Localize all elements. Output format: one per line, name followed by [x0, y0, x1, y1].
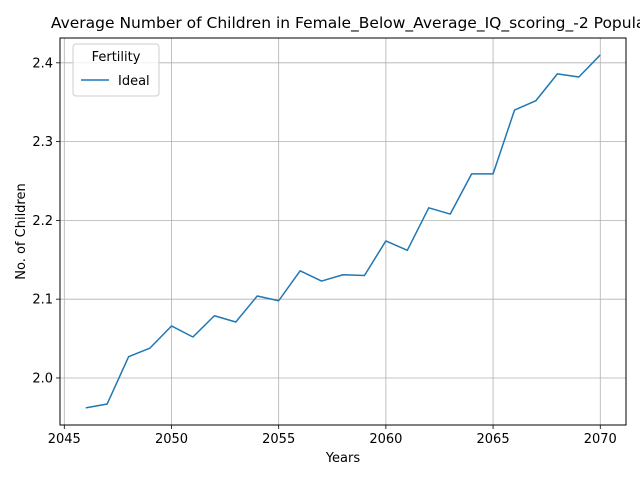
y-tick-label: 2.4 [32, 56, 53, 71]
chart-title: Average Number of Children in Female_Bel… [51, 14, 640, 33]
x-tick-label: 2065 [477, 432, 510, 447]
plot-frame [59, 37, 627, 426]
series-layer [85, 54, 601, 409]
y-tick-label: 2.3 [32, 135, 53, 150]
x-tick-label: 2060 [369, 432, 402, 447]
x-axis-label: Years [325, 451, 361, 466]
y-axis-ticks: 2.0 2.1 2.2 2.3 2.4 [32, 56, 60, 386]
x-tick-label: 2045 [48, 432, 81, 447]
y-tick-label: 2.2 [32, 214, 53, 229]
x-tick-label: 2070 [584, 432, 617, 447]
legend-label: Ideal [118, 74, 150, 89]
x-tick-label: 2050 [155, 432, 188, 447]
x-tick-label: 2055 [262, 432, 295, 447]
y-tick-label: 2.0 [32, 371, 53, 386]
legend-title: Fertility [92, 50, 141, 65]
legend-box [72, 43, 160, 97]
series-line-ideal [85, 54, 601, 409]
y-axis-label: No. of Children [14, 183, 29, 279]
y-tick-label: 2.1 [32, 293, 53, 308]
x-axis-ticks: 2045 2050 2055 2060 2065 2070 [48, 425, 617, 447]
grid-lines [60, 38, 626, 425]
legend: Fertility Ideal [72, 43, 160, 97]
